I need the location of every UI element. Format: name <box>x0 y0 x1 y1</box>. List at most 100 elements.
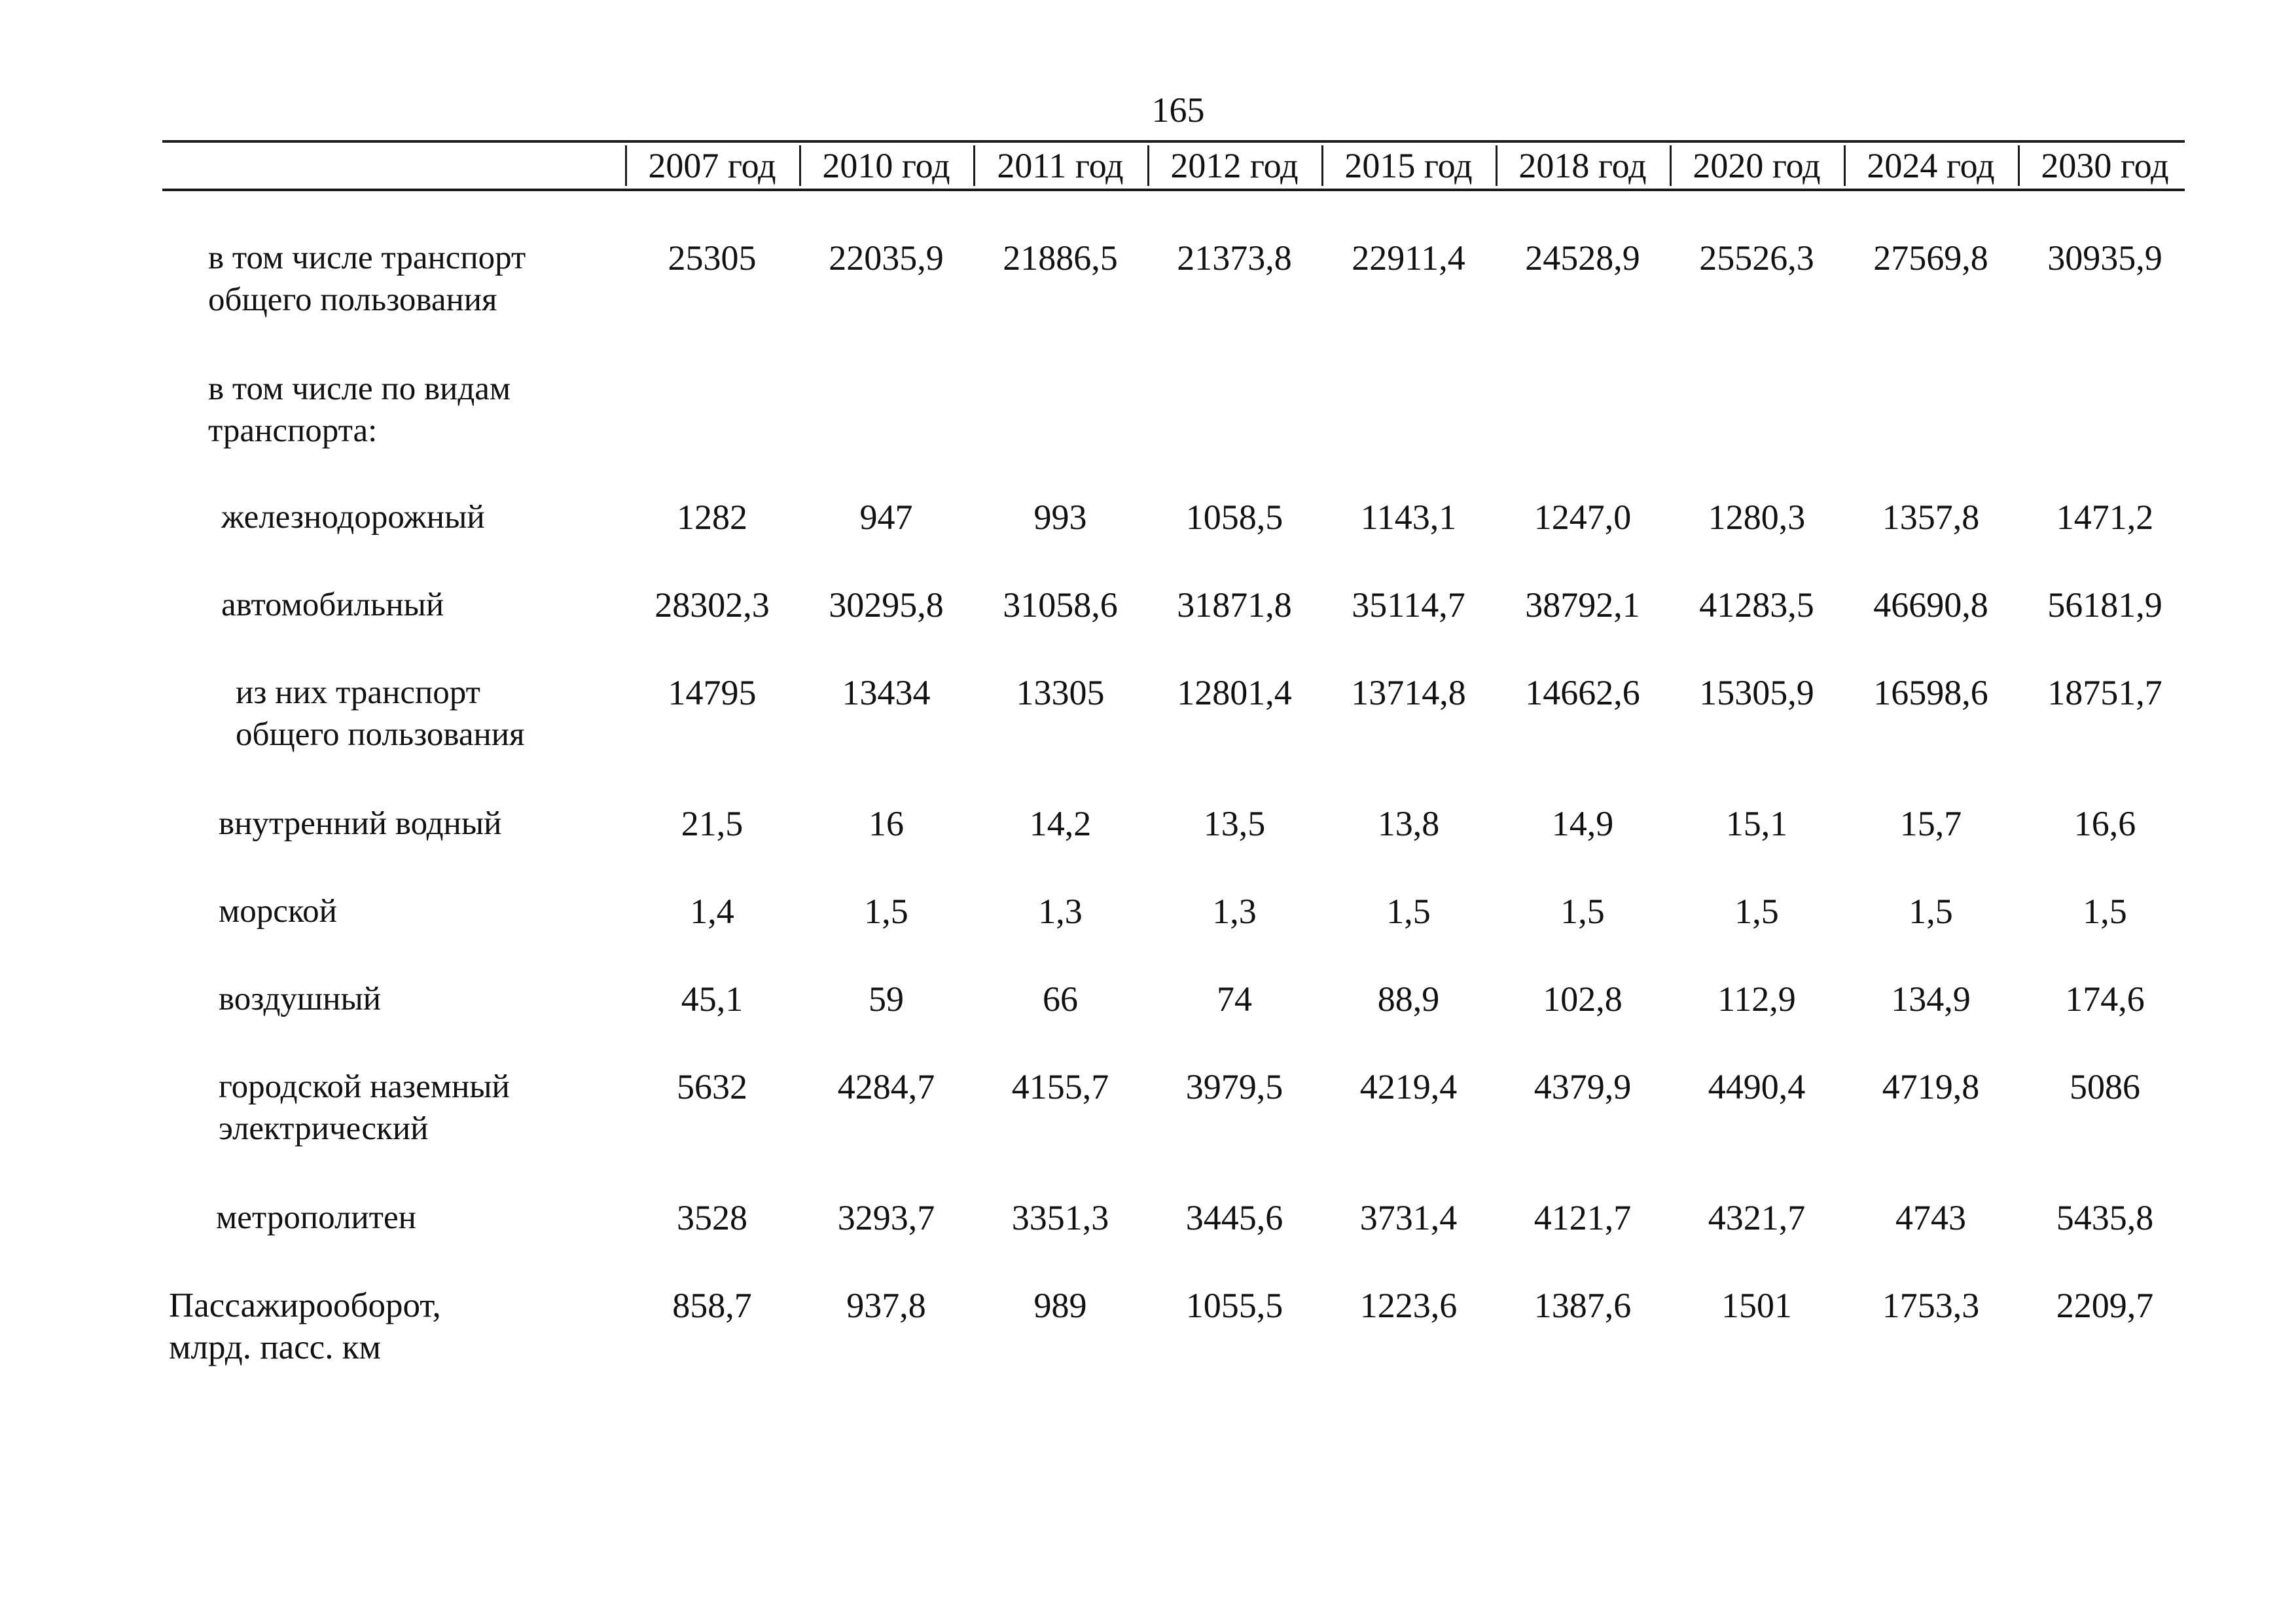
row-label: внутренний водный <box>219 805 502 842</box>
table-cell: 16598,6 <box>1873 673 1988 712</box>
table-cell: 59 <box>869 979 904 1019</box>
table-cell: 15,7 <box>1899 804 1962 843</box>
row-label: электрический <box>219 1110 429 1147</box>
table-cell: 1501 <box>1721 1286 1792 1325</box>
row-label: морской <box>219 893 337 930</box>
table-cell: 5086 <box>2070 1067 2140 1106</box>
table-cell: 24528,9 <box>1525 238 1640 278</box>
table-cell: 14662,6 <box>1525 673 1640 712</box>
column-header: 2007 год <box>625 145 799 186</box>
table-cell: 12801,4 <box>1177 673 1292 712</box>
table-cell: 5632 <box>677 1067 747 1106</box>
table-cell: 46690,8 <box>1873 585 1988 625</box>
table-cell: 13434 <box>842 673 931 712</box>
table-cell: 1,4 <box>690 892 734 931</box>
table-cell: 1055,5 <box>1185 1286 1283 1325</box>
table-cell: 1143,1 <box>1360 498 1457 537</box>
table-cell: 22911,4 <box>1352 238 1465 278</box>
table-cell: 30935,9 <box>2047 238 2162 278</box>
table-cell: 31871,8 <box>1177 585 1292 625</box>
table-cell: 937,8 <box>846 1286 926 1325</box>
table-cell: 13,8 <box>1377 804 1440 843</box>
table-cell: 134,9 <box>1891 979 1971 1019</box>
table-cell: 4155,7 <box>1011 1067 1109 1106</box>
table-cell: 1387,6 <box>1534 1286 1632 1325</box>
table-cell: 3979,5 <box>1185 1067 1283 1106</box>
column-header: 2012 год <box>1147 145 1321 186</box>
table-cell: 27569,8 <box>1873 238 1988 278</box>
table-cell: 18751,7 <box>2047 673 2162 712</box>
table-cell: 2209,7 <box>2056 1286 2154 1325</box>
table-cell: 1,5 <box>1560 892 1605 931</box>
table-cell: 13714,8 <box>1351 673 1466 712</box>
table-cell: 3445,6 <box>1185 1198 1283 1237</box>
table-cell: 88,9 <box>1377 979 1440 1019</box>
table-cell: 13,5 <box>1203 804 1266 843</box>
table-cell: 1357,8 <box>1882 498 1980 537</box>
table-cell: 31058,6 <box>1003 585 1118 625</box>
table-cell: 21373,8 <box>1177 238 1292 278</box>
table-cell: 25305 <box>668 238 757 278</box>
table-cell: 1,5 <box>2083 892 2127 931</box>
table-cell: 13305 <box>1016 673 1105 712</box>
column-header: 2030 год <box>2018 145 2192 186</box>
table-cell: 5435,8 <box>2056 1198 2154 1237</box>
table-cell: 28302,3 <box>655 585 770 625</box>
table-cell: 30295,8 <box>829 585 944 625</box>
page-number: 165 <box>1151 90 1205 130</box>
table-cell: 1,3 <box>1212 892 1257 931</box>
table-cell: 38792,1 <box>1525 585 1640 625</box>
table-cell: 66 <box>1043 979 1078 1019</box>
table-cell: 21,5 <box>681 804 744 843</box>
table-cell: 1471,2 <box>2056 498 2154 537</box>
table-cell: 1058,5 <box>1185 498 1283 537</box>
table-cell: 4379,9 <box>1534 1067 1632 1106</box>
table-header-bottom-rule <box>162 189 2185 191</box>
table-cell: 1,5 <box>1734 892 1779 931</box>
table-cell: 16,6 <box>2073 804 2136 843</box>
table-cell: 1,5 <box>1909 892 1953 931</box>
table-cell: 14,9 <box>1551 804 1614 843</box>
row-label: общего пользования <box>208 282 497 318</box>
table-cell: 16 <box>869 804 904 843</box>
column-header: 2018 год <box>1496 145 1670 186</box>
table-cell: 4321,7 <box>1708 1198 1806 1237</box>
table-cell: 3351,3 <box>1011 1198 1109 1237</box>
table-cell: 14,2 <box>1029 804 1092 843</box>
table-cell: 3528 <box>677 1198 747 1237</box>
row-label: в том числе по видам <box>208 371 511 407</box>
table-cell: 3731,4 <box>1359 1198 1458 1237</box>
table-cell: 25526,3 <box>1699 238 1814 278</box>
table-cell: 112,9 <box>1717 979 1796 1019</box>
row-label: транспорта: <box>208 412 378 449</box>
table-cell: 1282 <box>677 498 747 537</box>
table-cell: 21886,5 <box>1003 238 1118 278</box>
table-cell: 1,3 <box>1038 892 1083 931</box>
column-header: 2010 год <box>799 145 973 186</box>
table-cell: 4219,4 <box>1359 1067 1458 1106</box>
table-cell: 45,1 <box>681 979 744 1019</box>
table-cell: 1247,0 <box>1534 498 1632 537</box>
row-label: автомобильный <box>221 587 444 623</box>
column-header: 2024 год <box>1844 145 2018 186</box>
column-header: 2011 год <box>973 145 1147 186</box>
table-cell: 1,5 <box>864 892 908 931</box>
table-cell: 174,6 <box>2065 979 2145 1019</box>
table-cell: 15305,9 <box>1699 673 1814 712</box>
table-cell: 4743 <box>1895 1198 1966 1237</box>
table-cell: 102,8 <box>1543 979 1623 1019</box>
row-label: городской наземный <box>219 1068 510 1105</box>
row-label: в том числе транспорт <box>208 240 526 276</box>
table-cell: 1223,6 <box>1359 1286 1458 1325</box>
table-cell: 4121,7 <box>1534 1198 1632 1237</box>
table-cell: 56181,9 <box>2047 585 2162 625</box>
table-cell: 993 <box>1033 498 1087 537</box>
table-cell: 35114,7 <box>1352 585 1465 625</box>
row-label: млрд. пасс. км <box>169 1328 381 1366</box>
table-cell: 22035,9 <box>829 238 944 278</box>
table-cell: 74 <box>1217 979 1252 1019</box>
table-cell: 1280,3 <box>1708 498 1806 537</box>
table-cell: 41283,5 <box>1699 585 1814 625</box>
table-cell: 15,1 <box>1725 804 1788 843</box>
